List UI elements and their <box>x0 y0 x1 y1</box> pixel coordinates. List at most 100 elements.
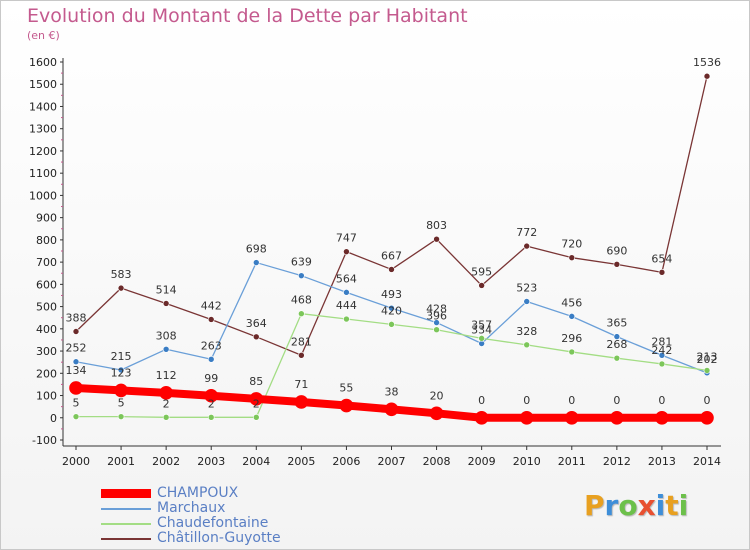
data-point <box>568 313 576 320</box>
data-point <box>658 351 666 359</box>
legend-label: Chaudefontaine <box>157 515 269 531</box>
data-point <box>343 315 350 323</box>
data-point <box>433 319 440 326</box>
data-label: 698 <box>246 243 267 256</box>
x-tick-label: 2012 <box>603 455 631 468</box>
data-point <box>568 348 576 356</box>
data-point <box>343 248 350 255</box>
data-label: 444 <box>336 299 357 312</box>
data-label: 2 <box>163 397 170 410</box>
legend-label: CHAMPOUX <box>157 485 239 501</box>
data-label: 328 <box>516 325 537 338</box>
data-point <box>700 410 714 425</box>
data-point <box>613 333 621 340</box>
data-point <box>388 321 395 328</box>
data-point <box>655 410 669 425</box>
data-point <box>613 261 621 268</box>
data-label: 112 <box>156 369 177 382</box>
data-point <box>204 388 219 403</box>
data-point <box>162 345 170 353</box>
data-point <box>207 316 215 323</box>
x-tick-label: 2003 <box>197 455 225 468</box>
data-point <box>298 272 305 279</box>
legend-swatch <box>101 489 151 498</box>
x-tick-label: 2008 <box>423 455 451 468</box>
x-tick-label: 2000 <box>62 455 90 468</box>
data-point <box>384 402 399 417</box>
data-label: 0 <box>523 394 530 407</box>
data-label: 720 <box>561 238 582 251</box>
data-label: 85 <box>249 375 263 388</box>
data-point <box>519 410 534 425</box>
data-label: 134 <box>66 364 87 377</box>
data-label: 2 <box>253 397 260 410</box>
legend-swatch <box>101 522 151 525</box>
data-point <box>388 304 395 312</box>
data-label: 1536 <box>693 56 721 69</box>
data-label: 38 <box>385 385 399 398</box>
data-point <box>610 410 624 425</box>
data-point <box>474 410 489 425</box>
y-tick-label: -100 <box>32 434 57 447</box>
data-label: 493 <box>381 288 402 301</box>
data-point <box>478 282 485 289</box>
proxiti-logo: Proxiti <box>584 489 689 522</box>
data-point <box>388 266 395 273</box>
data-label: 428 <box>426 303 447 316</box>
data-label: 667 <box>381 249 402 262</box>
data-label: 514 <box>156 283 177 296</box>
data-point <box>207 355 215 363</box>
data-point <box>249 392 264 406</box>
legend-label: Marchaux <box>157 500 226 516</box>
legend-item: Marchaux <box>101 501 281 516</box>
data-point <box>117 284 125 292</box>
data-label: 420 <box>381 304 402 317</box>
x-tick-label: 2007 <box>378 455 406 468</box>
x-tick-label: 2006 <box>332 455 360 468</box>
data-point <box>162 300 170 307</box>
data-label: 281 <box>291 335 312 348</box>
data-label: 55 <box>339 382 353 395</box>
data-label: 0 <box>568 394 575 407</box>
legend-label: Châtillon-Guyotte <box>157 530 281 546</box>
data-point <box>478 335 485 342</box>
chart-subtitle: (en €) <box>27 29 60 42</box>
data-label: 296 <box>561 332 582 345</box>
data-point <box>298 310 305 318</box>
x-tick-label: 2014 <box>693 455 721 468</box>
data-point <box>523 242 531 250</box>
data-label: 747 <box>336 232 357 245</box>
data-point <box>114 383 128 398</box>
data-point <box>252 333 260 341</box>
data-label: 772 <box>516 226 537 239</box>
data-label: 456 <box>561 296 582 309</box>
data-label: 263 <box>201 339 222 352</box>
y-tick-label: 1000 <box>29 189 57 202</box>
data-point <box>72 328 80 335</box>
legend: CHAMPOUX Marchaux Chaudefontaine Châtillon-… <box>101 486 281 546</box>
data-label: 215 <box>111 350 132 363</box>
y-tick-label: 1300 <box>29 123 57 136</box>
data-label: 0 <box>613 394 620 407</box>
data-label: 334 <box>471 323 492 336</box>
legend-swatch <box>101 507 151 510</box>
data-label: 242 <box>651 344 672 357</box>
data-label: 202 <box>697 353 718 366</box>
data-point <box>298 351 305 359</box>
data-point <box>69 381 83 395</box>
data-label: 803 <box>426 219 447 232</box>
data-point <box>429 406 444 421</box>
data-label: 123 <box>111 366 132 379</box>
data-point <box>207 414 215 421</box>
data-label: 523 <box>516 281 537 294</box>
y-tick-label: 1200 <box>29 145 57 158</box>
data-label: 583 <box>111 268 132 281</box>
data-label: 71 <box>294 378 308 391</box>
y-tick-label: 500 <box>36 301 57 314</box>
y-tick-label: 300 <box>36 345 57 358</box>
legend-item: CHAMPOUX <box>101 486 281 501</box>
data-point <box>252 259 260 266</box>
data-label: 690 <box>606 244 627 257</box>
